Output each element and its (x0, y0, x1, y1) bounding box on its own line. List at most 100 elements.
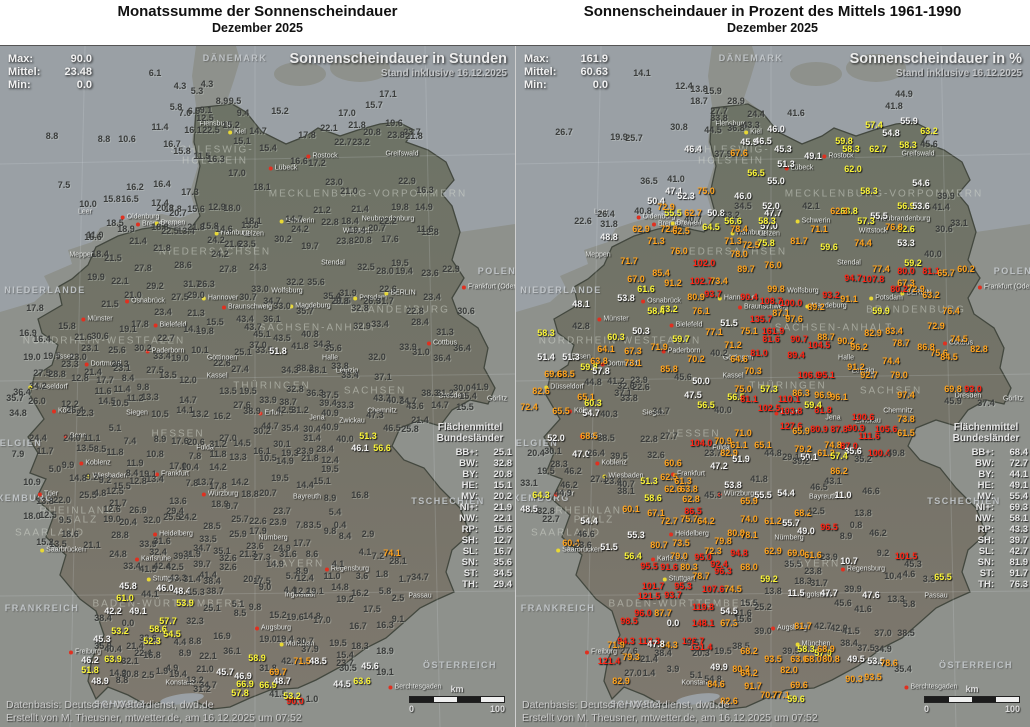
station-value: 29.4 (166, 506, 184, 516)
city-dot (37, 492, 42, 496)
station-value: 27.5 (171, 292, 189, 302)
station-value: 7.4 (123, 436, 137, 446)
station-value: 10.7 (840, 556, 858, 566)
station-value: 89.7 (737, 264, 755, 274)
germany-basemap (0, 46, 515, 727)
station-value: 28.4 (411, 317, 429, 327)
city-label: Kiel (228, 129, 246, 136)
station-value: 28.3 (550, 459, 568, 469)
station-value: 36.5 (640, 176, 658, 186)
station-value: 45.9 (944, 396, 962, 406)
station-value: 12.5 (196, 113, 214, 123)
station-value: 13.8 (854, 508, 872, 518)
station-value: 37.9 (301, 644, 319, 654)
station-value: 19.1 (376, 667, 394, 677)
station-value: 37.5 (857, 643, 875, 653)
station-value: 79.0 (670, 551, 688, 561)
max-label: Max: (524, 53, 550, 65)
station-value: 64.1 (597, 344, 615, 354)
station-value: 94.7 (844, 273, 862, 283)
station-value: 13.4 (146, 474, 164, 484)
station-value: 13.3 (887, 594, 905, 604)
avg-table-row: BB+: 68.4 (971, 447, 1028, 458)
station-value: 28.5 (203, 521, 221, 531)
station-value: 77.4 (872, 264, 890, 274)
station-value: 40.7 (684, 214, 702, 224)
city-dot (784, 166, 789, 170)
credit-line2: Erstellt von M. Theusner, mtwetter.de, a… (6, 712, 302, 724)
station-value: 40.4 (104, 644, 122, 654)
station-value: 8.9 (839, 531, 853, 541)
city-dot (145, 349, 150, 353)
city-dot (279, 219, 284, 223)
station-value: 48.7 (273, 676, 291, 686)
station-value: 40.7 (386, 395, 404, 405)
station-value: 24.4 (747, 109, 765, 119)
station-value: 9.1 (391, 614, 405, 624)
avg-table-row: NW: 22.1 (459, 513, 512, 524)
city-dot (670, 221, 675, 225)
station-value: 46.0 (734, 191, 752, 201)
station-value: 48.1 (572, 299, 590, 309)
station-value: 11.6 (94, 386, 112, 396)
station-value: 32.4 (149, 547, 167, 557)
avg-table-row: SH: 12.7 (461, 535, 512, 546)
station-value: 24.0 (63, 433, 81, 443)
city-dot (201, 492, 206, 496)
station-value: 72.9 (927, 321, 945, 331)
station-value: 17.9 (249, 526, 267, 536)
station-value: 38.5 (597, 433, 615, 443)
station-value: 58.4 (647, 306, 665, 316)
station-value: 33.4 (371, 319, 389, 329)
legend-title: Sonnenscheindauer in Stunden (289, 51, 507, 67)
station-value: 10.0 (79, 199, 97, 209)
station-value: 42.5 (276, 405, 294, 415)
mittel-label: Mittel: (524, 66, 557, 78)
station-value: 60.2 (957, 264, 975, 274)
station-value: 27.5 (146, 365, 164, 375)
station-value: 26.9 (363, 296, 381, 306)
station-value: 22.8 (321, 217, 339, 227)
country-label: LUXEMBURG (516, 493, 570, 503)
city-label: Augsburg (255, 625, 291, 632)
station-value: 44.7 (261, 421, 279, 431)
city-dot (602, 474, 607, 478)
station-value: 5.4 (328, 507, 342, 517)
state-label: HESSEN (667, 428, 721, 440)
city-label: Halle (322, 354, 338, 362)
station-value: 23.7 (273, 506, 291, 516)
station-value: 61.3 (674, 476, 692, 486)
station-value: 63.6 (353, 676, 371, 686)
station-value: 81.7 (790, 236, 808, 246)
city-label: Meppen (69, 251, 95, 259)
city-dot (120, 215, 125, 219)
station-value: 8.5 (93, 444, 107, 454)
station-value: 31.8 (600, 219, 618, 229)
station-value: 21.6 (224, 239, 242, 249)
avg-table-row: RP: 15.6 (461, 524, 512, 535)
station-value: 15.4 (459, 391, 477, 401)
station-value: 21.8 (187, 222, 205, 232)
city-label: Zwickau (339, 417, 365, 425)
station-value: 46.9 (234, 671, 252, 681)
station-value: 56.4 (624, 551, 642, 561)
station-value: 38.7 (279, 397, 297, 407)
avg-table-row: MV: 20.2 (461, 491, 512, 502)
city-dot (641, 299, 646, 303)
city-dot (670, 472, 675, 476)
city-label: Uelzen (242, 230, 264, 238)
legend-stand: Stand inklusive 16.12.2025 (895, 68, 1022, 79)
station-value: 73.4 (710, 276, 728, 286)
avg-table-row: BW: 32.8 (459, 458, 512, 469)
station-value: 11.0 (834, 490, 852, 500)
station-value: 66.9 (236, 679, 254, 689)
station-value: 15.2 (269, 610, 287, 620)
station-value: 78.1 (740, 530, 758, 540)
city-dot (324, 567, 329, 571)
station-value: 16.9 (213, 631, 231, 641)
station-value: 62.7 (684, 208, 702, 218)
station-value: 31.7 (183, 279, 201, 289)
station-value: 19.4 (276, 634, 294, 644)
station-value: 75.7 (680, 514, 698, 524)
city-label: Jena (825, 414, 841, 422)
